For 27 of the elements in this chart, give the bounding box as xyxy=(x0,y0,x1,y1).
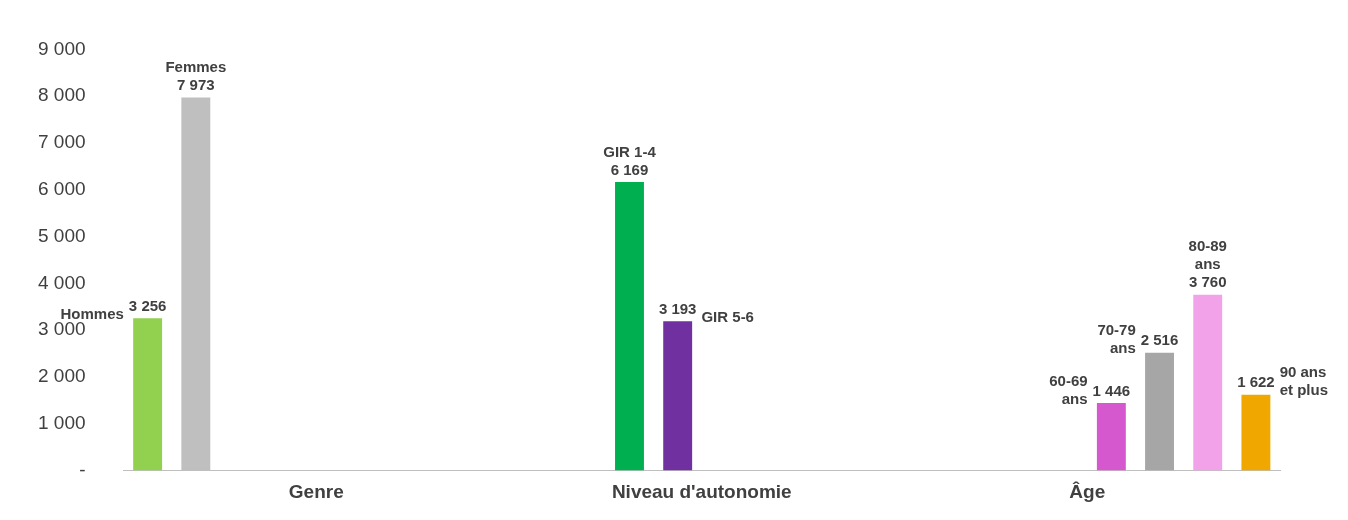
y-tick-label: - xyxy=(79,458,86,480)
x-tick-label: Genre xyxy=(288,481,344,503)
data-label: 3 256 xyxy=(128,296,167,314)
y-tick-label: 7 000 xyxy=(38,131,86,153)
y-tick-label: 1 000 xyxy=(38,412,86,434)
series-label: Femmes xyxy=(165,58,227,76)
y-tick-label: 8 000 xyxy=(38,84,86,106)
x-tick-label: Niveau d'autonomie xyxy=(611,481,792,503)
x-tick-label: Âge xyxy=(1069,481,1106,503)
y-tick-label: 9 000 xyxy=(38,37,86,59)
y-tick-label: 6 000 xyxy=(38,178,86,200)
series-label: 90 ans et plus xyxy=(1279,363,1329,399)
series-label: GIR 1-4 xyxy=(603,142,657,160)
data-label: 1 622 xyxy=(1237,373,1275,391)
y-tick-label: 5 000 xyxy=(38,224,86,246)
series-label: 70-79 ans xyxy=(1097,321,1136,357)
data-label: 6 169 xyxy=(610,160,649,178)
series-label: 60-69 ans xyxy=(1049,371,1088,407)
series-label: 80-89 ans xyxy=(1188,237,1227,273)
series-label: GIR 5-6 xyxy=(701,307,754,325)
y-tick-label: 2 000 xyxy=(38,365,86,387)
data-label: 7 973 xyxy=(177,76,215,94)
data-label: 3 193 xyxy=(658,299,697,317)
y-tick-label: 4 000 xyxy=(38,271,86,293)
data-label: 2 516 xyxy=(1140,331,1179,349)
data-label: 3 760 xyxy=(1188,273,1227,291)
data-label: 1 446 xyxy=(1092,381,1131,399)
